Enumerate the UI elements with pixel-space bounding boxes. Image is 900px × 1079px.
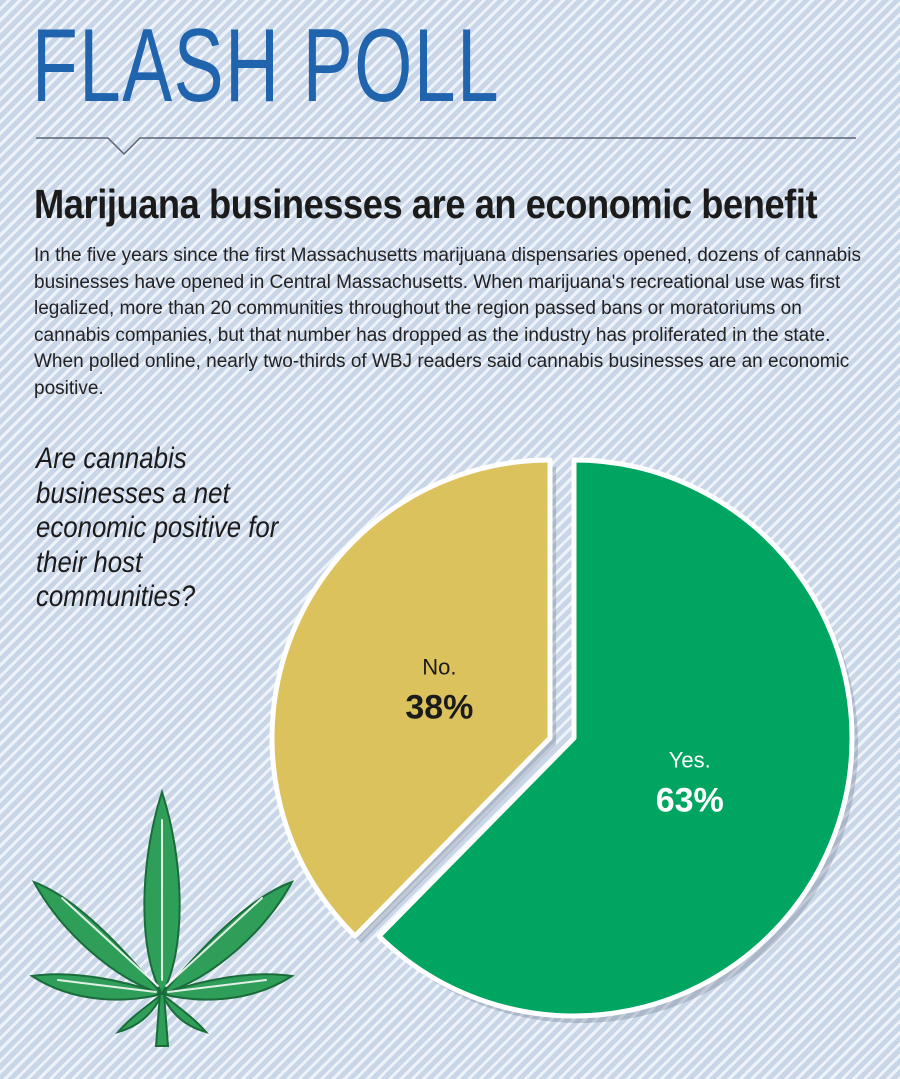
intro-paragraph: In the five years since the first Massac…: [34, 245, 861, 399]
cannabis-leaf-icon: [29, 788, 295, 1047]
pie-slice-yes: [376, 457, 855, 1019]
poll-question: Are cannabis businesses a net economic p…: [36, 442, 279, 613]
slice-value-yes: 63%: [656, 781, 724, 819]
section-title: FLASH POLL: [32, 8, 501, 124]
slice-value-no: 38%: [405, 689, 473, 727]
pie-slice-no: [269, 457, 553, 939]
page-title: Marijuana businesses are an economic ben…: [34, 181, 818, 227]
slice-label-no: No.: [422, 655, 456, 680]
slice-label-yes: Yes.: [669, 747, 711, 772]
header-divider: [36, 137, 856, 156]
